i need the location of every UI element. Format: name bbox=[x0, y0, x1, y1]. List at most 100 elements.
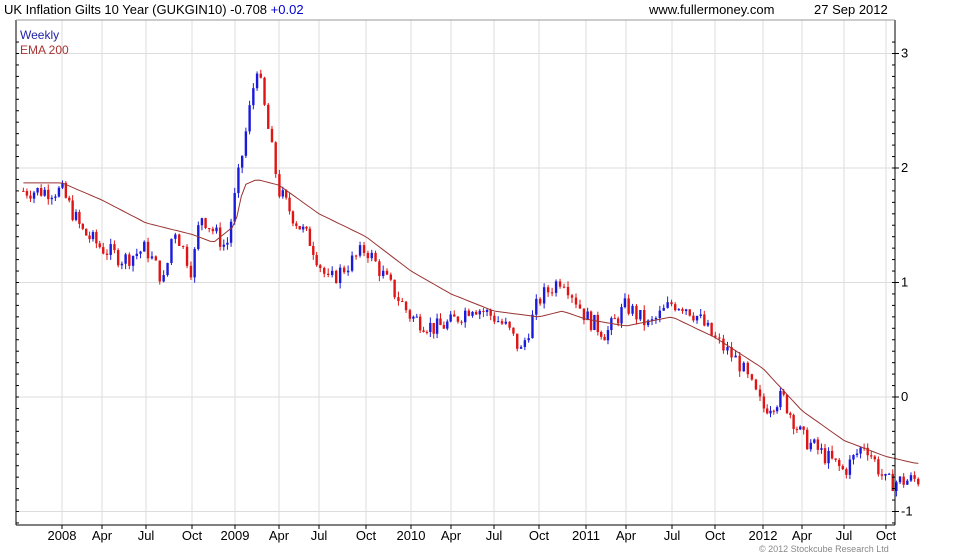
candle-body bbox=[866, 447, 869, 456]
candle-body bbox=[650, 319, 654, 321]
x-tick-label: Jul bbox=[138, 528, 155, 543]
candle-body bbox=[274, 142, 277, 175]
x-tick-label: Oct bbox=[182, 528, 203, 543]
candle-body bbox=[50, 197, 54, 200]
x-tick-label: Apr bbox=[441, 528, 462, 543]
candle-body bbox=[102, 247, 105, 254]
candle-body bbox=[312, 245, 315, 255]
x-tick-label: Jul bbox=[486, 528, 503, 543]
candle-body bbox=[291, 211, 295, 224]
copyright-text: © 2012 Stockcube Research Ltd bbox=[759, 544, 889, 554]
candle-body bbox=[467, 310, 471, 316]
x-tick-label: 2008 bbox=[48, 528, 77, 543]
candle-body bbox=[378, 261, 381, 276]
candle-body bbox=[113, 244, 116, 251]
candle-body bbox=[442, 325, 446, 329]
candle-body bbox=[578, 304, 582, 309]
candle-body bbox=[346, 270, 350, 273]
candle-body bbox=[809, 442, 812, 450]
candle-body bbox=[677, 309, 681, 311]
candle-body bbox=[722, 338, 725, 351]
candle-body bbox=[508, 321, 511, 328]
candle-body bbox=[248, 105, 251, 132]
candle-body bbox=[189, 265, 193, 278]
candle-body bbox=[830, 450, 834, 459]
candle-body bbox=[627, 298, 630, 314]
candle-body bbox=[779, 390, 782, 408]
candle-body bbox=[527, 338, 530, 341]
candle-body bbox=[504, 321, 507, 324]
candle-body bbox=[298, 226, 301, 230]
candle-body bbox=[259, 73, 262, 78]
candle-body bbox=[460, 321, 463, 323]
x-tick-label: Jul bbox=[664, 528, 681, 543]
candle-body bbox=[435, 318, 439, 334]
candle-body bbox=[616, 318, 620, 324]
candle-body bbox=[813, 439, 816, 443]
candle-body bbox=[586, 311, 589, 321]
candle-body bbox=[412, 316, 415, 319]
candle-body bbox=[131, 255, 135, 266]
candle-body bbox=[782, 390, 785, 395]
candle-body bbox=[538, 298, 542, 304]
candle-body bbox=[393, 279, 396, 298]
legend-ema: EMA 200 bbox=[20, 43, 69, 57]
candle-body bbox=[404, 301, 408, 311]
candle-body bbox=[913, 475, 916, 479]
candle-body bbox=[146, 241, 150, 259]
candle-body bbox=[795, 428, 799, 430]
candle-body bbox=[354, 255, 358, 257]
candle-body bbox=[385, 270, 389, 275]
candle-body bbox=[891, 473, 894, 491]
candle-body bbox=[666, 302, 669, 308]
candle-body bbox=[362, 245, 366, 253]
candle-body bbox=[765, 408, 769, 414]
candle-body bbox=[820, 448, 823, 450]
candle-body bbox=[281, 190, 284, 197]
candle-body bbox=[877, 459, 880, 475]
candle-body bbox=[471, 311, 474, 316]
candle-body bbox=[154, 256, 158, 261]
candle-body bbox=[917, 478, 920, 485]
candle-body bbox=[639, 310, 642, 320]
candle-body bbox=[84, 228, 88, 236]
candle-body bbox=[71, 200, 74, 220]
source-site: www.fullermoney.com bbox=[649, 2, 775, 17]
candle-body bbox=[493, 315, 496, 322]
candle-body bbox=[166, 262, 169, 276]
grid-lines bbox=[16, 20, 895, 525]
candle-body bbox=[211, 228, 215, 232]
candle-body bbox=[695, 315, 699, 321]
x-tick-label: Apr bbox=[792, 528, 813, 543]
candle-body bbox=[558, 281, 562, 287]
candle-body bbox=[338, 267, 342, 283]
candle-body bbox=[718, 337, 721, 339]
candle-body bbox=[546, 287, 550, 293]
candle-body bbox=[684, 309, 688, 312]
candle-body bbox=[54, 196, 57, 198]
candle-body bbox=[646, 320, 650, 326]
candle-body bbox=[150, 256, 154, 259]
x-tick-label: Apr bbox=[269, 528, 290, 543]
candles bbox=[22, 69, 920, 497]
candle-body bbox=[181, 245, 185, 247]
ema-line bbox=[23, 179, 919, 464]
legend-weekly: Weekly bbox=[20, 28, 60, 42]
candle-body bbox=[500, 321, 504, 324]
candle-body bbox=[730, 347, 733, 358]
candle-body bbox=[726, 347, 729, 351]
candle-body bbox=[319, 265, 322, 268]
candle-body bbox=[139, 251, 142, 254]
candle-body bbox=[823, 448, 827, 464]
candle-body bbox=[806, 429, 809, 450]
candle-body bbox=[301, 226, 305, 230]
candle-body bbox=[880, 474, 884, 476]
candle-body bbox=[535, 298, 538, 315]
chart-header: UK Inflation Gilts 10 Year (GUKGIN10) -0… bbox=[0, 0, 980, 20]
candle-body bbox=[662, 307, 665, 311]
candle-body bbox=[599, 331, 603, 337]
candle-body bbox=[703, 314, 706, 326]
candle-body bbox=[845, 469, 848, 475]
candle-body bbox=[43, 189, 46, 196]
candle-body bbox=[158, 260, 161, 282]
